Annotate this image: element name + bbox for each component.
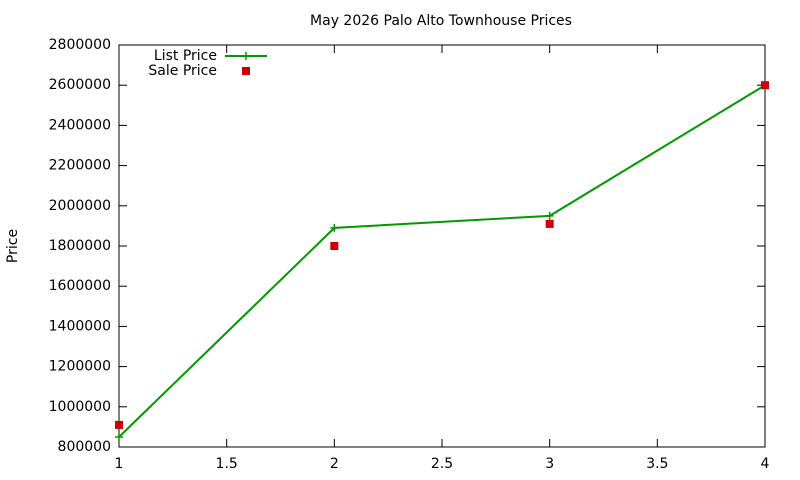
point-marker [115, 432, 123, 441]
x-tick-label: 1.5 [216, 456, 238, 472]
x-tick-label: 2 [330, 456, 339, 472]
y-tick-label: 1800000 [49, 238, 111, 254]
y-tick-label: 1000000 [49, 399, 111, 415]
point-marker [242, 67, 250, 75]
point-marker [761, 81, 769, 90]
x-tick-label: 4 [761, 456, 770, 472]
point-marker [330, 223, 339, 232]
x-tick-label: 2.5 [431, 456, 453, 472]
y-tick-label: 1200000 [49, 359, 111, 375]
y-tick-label: 2400000 [49, 117, 111, 133]
chart-title: May 2026 Palo Alto Townhouse Prices [310, 13, 572, 29]
point-marker [115, 420, 123, 429]
legend-label: Sale Price [148, 63, 217, 79]
x-tick-label: 3.5 [646, 456, 668, 472]
y-tick-label: 2000000 [49, 198, 111, 214]
point-marker [242, 52, 250, 60]
y-tick-label: 2800000 [49, 37, 111, 53]
x-tick-label: 1 [115, 456, 124, 472]
y-tick-label: 1600000 [49, 278, 111, 294]
series-line [118, 84, 766, 438]
legend-label: List Price [154, 48, 217, 64]
plot-frame [118, 44, 766, 448]
y-axis-label: Price [5, 229, 21, 263]
x-tick-label: 3 [545, 456, 554, 472]
y-tick-label: 1400000 [49, 318, 111, 334]
point-marker [545, 211, 554, 220]
y-tick-label: 800000 [58, 439, 111, 455]
y-tick-label: 2600000 [49, 77, 111, 93]
point-marker [330, 242, 339, 250]
point-marker [545, 219, 554, 228]
y-tick-label: 2200000 [49, 158, 111, 174]
